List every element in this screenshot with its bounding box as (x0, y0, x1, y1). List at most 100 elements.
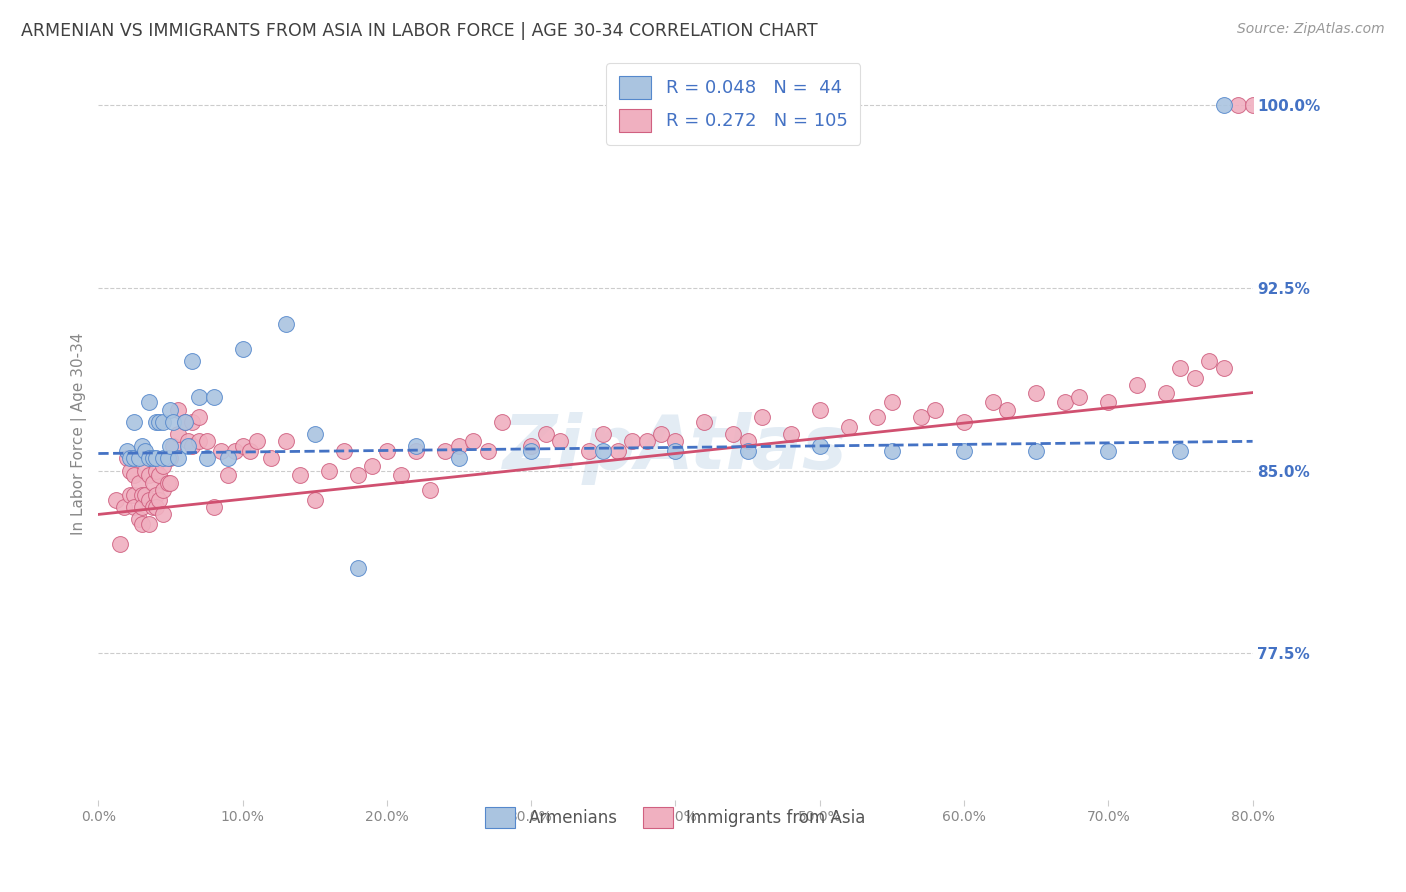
Point (721, 427, 744, 442)
Point (145, 500, 167, 515)
Point (304, 427, 326, 442)
Point (924, 402, 946, 417)
Point (131, 517, 153, 532)
Point (636, 434, 658, 449)
Point (188, 391, 211, 405)
Point (152, 458, 174, 473)
Point (159, 475, 181, 490)
Point (664, 434, 686, 449)
Point (232, 439, 254, 453)
Point (592, 444, 614, 458)
Point (188, 434, 211, 449)
Point (138, 517, 160, 532)
Point (224, 444, 246, 458)
Point (1069, 391, 1091, 405)
Point (995, 402, 1018, 417)
Point (1170, 361, 1192, 376)
Point (520, 439, 543, 453)
Point (145, 451, 167, 466)
Point (318, 464, 340, 478)
Point (145, 488, 167, 502)
Point (1025, 385, 1047, 400)
Text: ZipAtlas: ZipAtlas (503, 412, 848, 485)
Point (866, 409, 889, 424)
Point (1212, 98, 1234, 112)
Point (1256, 318, 1278, 332)
Point (1241, 98, 1264, 112)
Point (124, 500, 146, 515)
Point (239, 444, 262, 458)
Point (1097, 395, 1119, 409)
Point (156, 475, 179, 490)
Point (152, 483, 174, 497)
Point (134, 488, 156, 502)
Point (152, 508, 174, 522)
Point (128, 512, 150, 526)
Point (159, 439, 181, 453)
Point (195, 434, 218, 449)
Point (217, 468, 239, 483)
Point (447, 451, 470, 466)
Point (664, 444, 686, 458)
Point (174, 415, 197, 429)
Point (152, 415, 174, 429)
Point (145, 464, 167, 478)
Point (592, 427, 614, 442)
Point (808, 439, 831, 453)
Point (347, 468, 370, 483)
Point (621, 434, 644, 449)
Point (138, 395, 160, 409)
Point (120, 451, 142, 466)
Point (578, 444, 600, 458)
Point (953, 444, 976, 458)
Point (162, 439, 184, 453)
Point (166, 402, 188, 417)
Point (260, 451, 283, 466)
Point (405, 444, 427, 458)
Point (181, 354, 204, 368)
Point (1270, 318, 1292, 332)
Point (1227, 98, 1250, 112)
Point (1126, 378, 1149, 392)
Point (174, 415, 197, 429)
Y-axis label: In Labor Force | Age 30-34: In Labor Force | Age 30-34 (72, 333, 87, 535)
Point (120, 464, 142, 478)
Point (148, 492, 170, 507)
Point (1299, 318, 1322, 332)
Point (195, 451, 218, 466)
Point (142, 500, 165, 515)
Point (124, 468, 146, 483)
Point (606, 444, 628, 458)
Point (202, 500, 225, 515)
Point (534, 427, 557, 442)
Point (181, 415, 204, 429)
Point (124, 488, 146, 502)
Text: Source: ZipAtlas.com: Source: ZipAtlas.com (1237, 22, 1385, 37)
Point (166, 427, 188, 442)
Point (405, 439, 427, 453)
Point (1212, 361, 1234, 376)
Point (131, 488, 153, 502)
Point (1170, 444, 1192, 458)
Point (162, 415, 184, 429)
Point (737, 434, 759, 449)
Point (166, 451, 188, 466)
Point (104, 492, 127, 507)
Point (1053, 395, 1076, 409)
Point (304, 492, 326, 507)
Point (115, 451, 138, 466)
Point (274, 434, 297, 449)
Point (128, 475, 150, 490)
Point (124, 451, 146, 466)
Point (274, 318, 297, 332)
Point (115, 444, 138, 458)
Point (491, 415, 513, 429)
Point (112, 500, 135, 515)
Point (419, 483, 441, 497)
Point (177, 434, 200, 449)
Point (737, 444, 759, 458)
Point (134, 444, 156, 458)
Point (152, 451, 174, 466)
Point (138, 492, 160, 507)
Point (433, 444, 456, 458)
